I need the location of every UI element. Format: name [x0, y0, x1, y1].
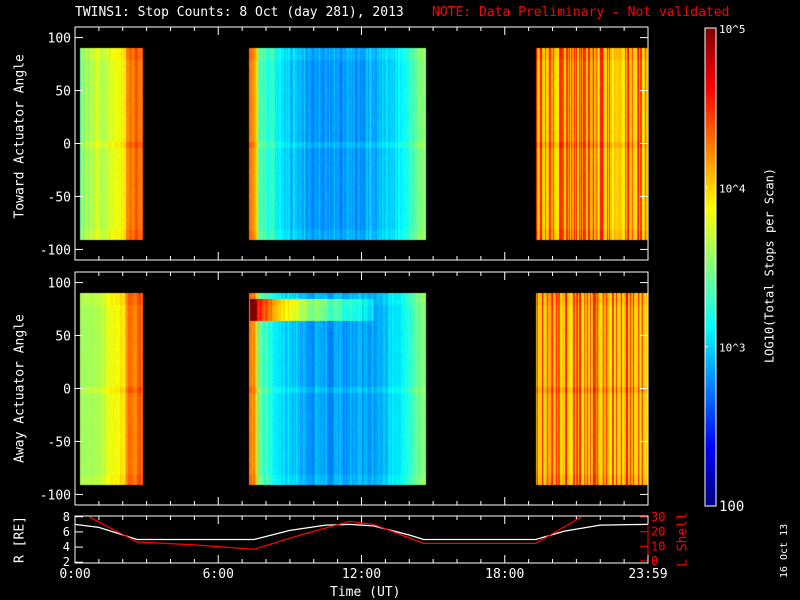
x-tick-label: 12:00 [342, 567, 381, 582]
lshell-ytick-label: 30 [651, 510, 665, 524]
series-r-line [74, 523, 649, 541]
toward-frame [74, 26, 649, 261]
toward-ylabel: Toward Actuator Angle [12, 54, 28, 219]
away-ytick-label: 100 [48, 277, 71, 292]
away-ylabel: Away Actuator Angle [12, 314, 28, 463]
preliminary-note: NOTE: Data Preliminary - Not validated [432, 5, 730, 20]
away-ytick-label: -50 [48, 435, 71, 450]
r-ytick-label: 4 [63, 540, 70, 554]
colorbar-tick-label: 100 [719, 499, 744, 515]
away-ytick-label: 50 [55, 330, 71, 345]
away-ytick-label: -100 [40, 488, 71, 503]
plot-title: TWINS1: Stop Counts: 8 Oct (day 281), 20… [75, 5, 404, 20]
away-ytick-label: 0 [63, 383, 71, 398]
lshell-ylabel: L Shell [675, 512, 691, 567]
colorbar-frame [704, 27, 717, 507]
x-tick-label: 23:59 [628, 567, 667, 582]
r-ytick-label: 2 [63, 555, 70, 569]
x-axis-label: Time (UT) [330, 585, 401, 600]
toward-ytick-label: 0 [63, 138, 71, 153]
side-date: 16 Oct 13 [779, 523, 790, 579]
x-tick-label: 0:00 [59, 567, 90, 582]
toward-ytick-label: -50 [48, 190, 71, 205]
colorbar-tick-label: 10^3 [719, 342, 746, 355]
r-ytick-label: 6 [63, 525, 70, 539]
lshell-ytick-label: 10 [651, 539, 665, 553]
lshell-ytick-label: 20 [651, 525, 665, 539]
colorbar-tick-label: 10^4 [719, 182, 746, 195]
away-frame [74, 271, 649, 506]
toward-ytick-label: -100 [40, 243, 71, 258]
x-tick-label: 6:00 [203, 567, 234, 582]
toward-ytick-label: 100 [48, 32, 71, 47]
r-ylabel: R [RE] [12, 516, 28, 563]
toward-ytick-label: 50 [55, 85, 71, 100]
lshell-ytick-label: 0 [651, 554, 658, 568]
r-ytick-label: 8 [63, 510, 70, 524]
colorbar-label: LOG10(Total Stops per Scan) [762, 167, 777, 364]
colorbar-tick-label: 10^5 [719, 23, 746, 36]
series-lshell-line [89, 516, 582, 550]
x-tick-label: 18:00 [485, 567, 524, 582]
